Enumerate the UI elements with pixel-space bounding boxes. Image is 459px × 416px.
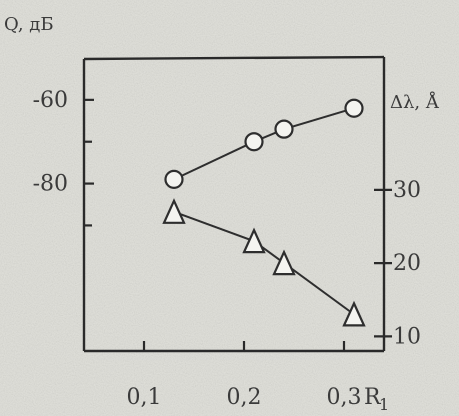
triangle-point xyxy=(272,249,296,276)
x-axis-title: R xyxy=(364,385,382,410)
ticks-layer xyxy=(84,98,392,351)
circle-point xyxy=(164,169,184,189)
triangle-point xyxy=(242,227,266,254)
left-tick-label: -60 xyxy=(33,88,68,113)
circle-point xyxy=(344,98,364,118)
circle-point xyxy=(274,119,294,139)
circle-point xyxy=(244,132,264,152)
labels-layer: -60 -80 30 20 10 0,1 0,2 0,3 Q, дБ Δλ, Å R1 xyxy=(4,14,440,414)
bottom-tick-label: 0,3 xyxy=(327,385,362,410)
right-axis-title: Δλ, Å xyxy=(390,91,440,113)
circle-series-line xyxy=(173,107,355,181)
plot-frame xyxy=(82,55,386,353)
right-tick-label: 10 xyxy=(393,324,421,349)
right-tick-label: 20 xyxy=(393,251,421,276)
triangle-point xyxy=(162,198,186,224)
left-tick-label: -80 xyxy=(33,172,68,197)
top-axis-line xyxy=(83,55,385,61)
bottom-tick-label: 0,2 xyxy=(227,385,262,410)
triangle-point xyxy=(342,300,366,327)
bottom-tick-label: 0,1 xyxy=(127,385,162,410)
triangle-series-line xyxy=(173,210,355,316)
series-layer xyxy=(162,98,366,327)
right-tick-label: 30 xyxy=(393,178,421,203)
x-axis-title-subscript: 1 xyxy=(379,395,389,414)
left-axis-title: Q, дБ xyxy=(4,14,54,35)
